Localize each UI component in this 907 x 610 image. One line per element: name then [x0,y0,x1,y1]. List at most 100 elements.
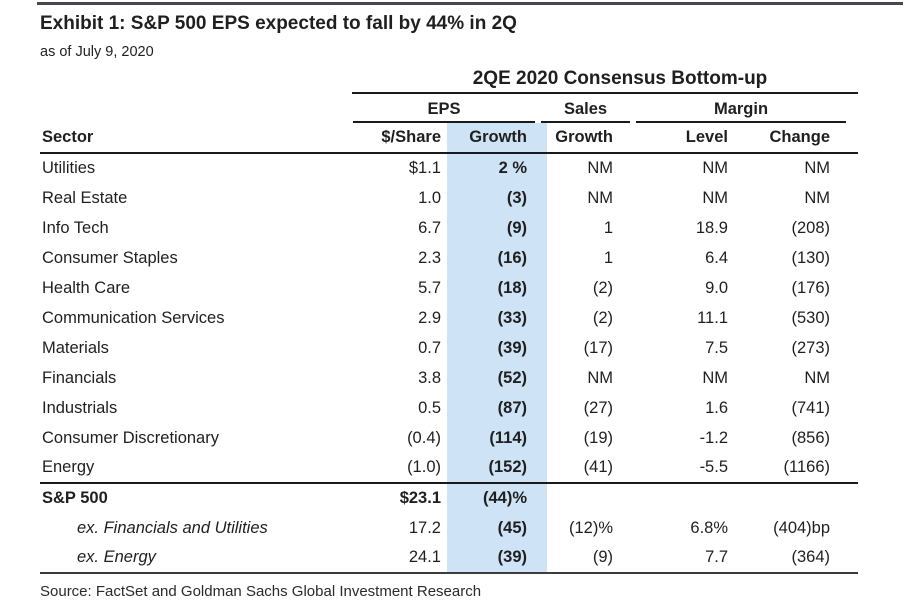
column-header-row: Sector $/Share Growth Growth Level Chang… [40,123,859,154]
cell-share: 1.0 [418,188,441,207]
table-row: Financials 3.8 (52) NM NM NM [40,363,858,393]
table-row-ex: ex. Financials and Utilities 17.2 (45) (… [40,513,858,543]
cell-eps-growth: (114) [447,423,547,453]
table-row-total: S&P 500 $23.1 (44)% [40,483,858,513]
column-header-level: Level [640,123,745,154]
cell-sector: ex. Financials and Utilities [77,518,268,537]
cell-change: NM [804,368,831,387]
cell-sales-growth: 1 [603,248,613,267]
column-header-eps-growth: Growth [447,123,547,154]
cell-level: -5.5 [640,453,745,484]
cell-share: 5.7 [418,278,441,297]
cell-sales-growth: (2) [592,278,613,297]
exhibit-table: 2QE 2020 Consensus Bottom-up EPS Sales M… [40,66,859,574]
source-note: Source: FactSet and Goldman Sachs Global… [40,583,482,600]
cell-sales-growth [547,483,640,513]
cell-sales-growth: (41) [547,453,640,484]
cell-change [745,483,858,513]
cell-change: (176) [791,278,831,297]
cell-sales-growth: (27) [583,398,613,417]
cell-share: $23.1 [399,489,441,507]
cell-sales-growth: 1 [603,218,613,237]
table-row: Industrials 0.5 (87) (27) 1.6 (741) [40,393,858,423]
table-row: Info Tech 6.7 (9) 1 18.9 (208) [40,213,858,243]
table-row: Real Estate 1.0 (3) NM NM NM [40,183,858,213]
cell-change: (741) [791,398,831,417]
table-row: Communication Services 2.9 (33) (2) 11.1… [40,303,858,333]
cell-change: (856) [791,428,831,447]
cell-share: (0.4) [407,428,441,447]
exhibit-title: Exhibit 1: S&P 500 EPS expected to fall … [40,13,517,34]
column-header-sector: Sector [40,123,352,154]
table-row-ex: ex. Energy 24.1 (39) (9) 7.7 (364) [40,543,859,574]
cell-sector: Consumer Discretionary [42,428,219,447]
group-sales-label: Sales [541,100,630,123]
cell-sector: Materials [42,338,109,357]
cell-change: (530) [791,308,831,327]
cell-share: 17.2 [408,518,441,537]
cell-sales-growth: NM [587,159,613,177]
cell-level: 7.5 [705,338,728,357]
cell-change: (1166) [745,453,859,484]
cell-level: NM [702,368,728,387]
cell-level: -1.2 [699,428,728,447]
cell-sales-growth: (17) [583,338,613,357]
exhibit-subtitle: as of July 9, 2020 [40,44,154,60]
column-header-sales-growth: Growth [547,123,640,154]
cell-change: (208) [791,218,831,237]
cell-sales-growth: (12)% [568,518,613,537]
cell-share: $1.1 [408,159,441,177]
table-row: Health Care 5.7 (18) (2) 9.0 (176) [40,273,858,303]
top-rule [37,2,903,5]
cell-sector: S&P 500 [42,489,108,507]
cell-sector: Real Estate [42,188,128,207]
cell-sector: Utilities [42,159,96,177]
cell-level: 6.4 [705,248,728,267]
cell-eps-growth: (39) [447,333,547,363]
cell-eps-growth: (16) [447,243,547,273]
cell-sales-growth: (9) [547,543,640,574]
cell-change: (404)bp [773,518,831,537]
table-row: Consumer Discretionary (0.4) (114) (19) … [40,423,858,453]
cell-level: NM [702,188,728,207]
cell-sales-growth: (2) [592,308,613,327]
cell-eps-growth: (39) [447,543,547,574]
cell-share: 24.1 [352,543,447,574]
group-margin-label: Margin [636,100,847,123]
cell-sector: ex. Energy [40,543,352,574]
cell-eps-growth: (44)% [447,483,547,513]
cell-eps-growth: (87) [447,393,547,423]
cell-share: 6.7 [418,218,441,237]
cell-sector: Communication Services [42,308,225,327]
cell-eps-growth: (52) [447,363,547,393]
cell-level: 7.7 [640,543,745,574]
table-row: Consumer Staples 2.3 (16) 1 6.4 (130) [40,243,858,273]
cell-level: 11.1 [697,308,728,327]
cell-eps-growth: (18) [447,273,547,303]
cell-sales-growth: (19) [583,428,613,447]
cell-sector: Energy [40,453,352,484]
cell-eps-growth: 2 % [447,153,547,183]
cell-sales-growth: NM [587,368,613,387]
table-row: Energy (1.0) (152) (41) -5.5 (1166) [40,453,859,484]
cell-eps-growth: (45) [447,513,547,543]
cell-level: 18.9 [695,218,728,237]
cell-change: (364) [745,543,859,574]
cell-eps-growth: (3) [447,183,547,213]
cell-level: 9.0 [705,278,728,297]
spanner-spacer [40,66,352,93]
cell-level: 6.8% [690,518,728,537]
table-spanner-label: 2QE 2020 Consensus Bottom-up [352,66,859,94]
cell-eps-growth: (33) [447,303,547,333]
cell-level: 1.6 [705,398,728,417]
cell-change: NM [804,159,831,177]
cell-share: 2.9 [418,308,441,327]
column-header-change: Change [745,123,859,154]
cell-eps-growth: (152) [447,453,547,484]
cell-sector: Info Tech [42,218,109,237]
spanner-row: 2QE 2020 Consensus Bottom-up [40,66,859,94]
cell-change: (130) [791,248,831,267]
cell-eps-growth: (9) [447,213,547,243]
cell-sales-growth: NM [587,188,613,207]
